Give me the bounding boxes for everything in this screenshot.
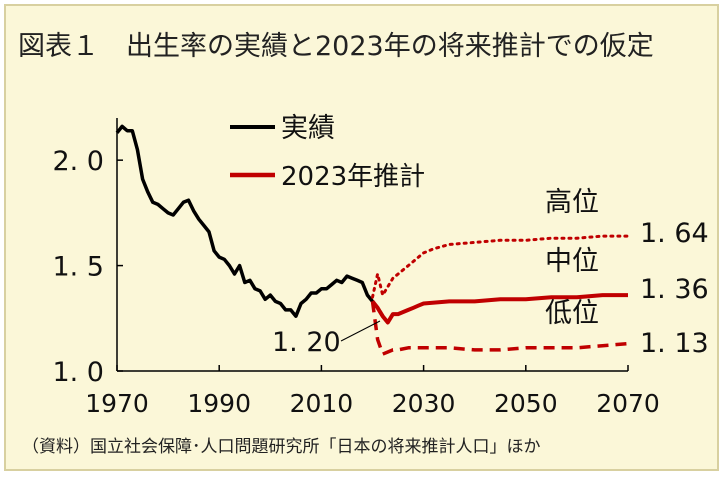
source-note: （資料）国立社会保障･人口問題研究所「日本の将来推計人口」ほか [22,437,541,457]
y-tick-label: 1. 0 [52,357,104,388]
label-medium-variant: 中位 [545,246,599,277]
end-value-medium: 1. 36 [640,274,709,305]
label-high-variant: 高位 [545,187,599,218]
min-callout-leader [340,320,381,342]
x-tick-label: 2050 [494,389,558,418]
y-tick-label: 1. 5 [52,252,104,283]
series-low-line [370,301,629,356]
legend-label-actual: 実績 [281,113,335,144]
end-value-low: 1. 13 [640,328,709,359]
x-tick-label: 2010 [290,389,354,418]
x-tick-label: 2030 [392,389,456,418]
series-medium-line [370,293,628,325]
min-callout-label: 1. 20 [272,327,341,358]
label-low-variant: 低位 [545,298,599,329]
y-tick-label: 2. 0 [52,146,104,177]
x-tick-label: 2070 [596,389,660,418]
x-tick-label: 1970 [85,389,149,418]
chart-title: 図表１ 出生率の実績と2023年の将来推計での仮定 [18,31,654,62]
x-tick-label: 1990 [187,389,251,418]
series-actual-line [115,124,385,318]
series-high-line [371,234,630,299]
legend-label-projection: 2023年推計 [281,162,425,192]
end-value-high: 1. 64 [640,218,709,249]
